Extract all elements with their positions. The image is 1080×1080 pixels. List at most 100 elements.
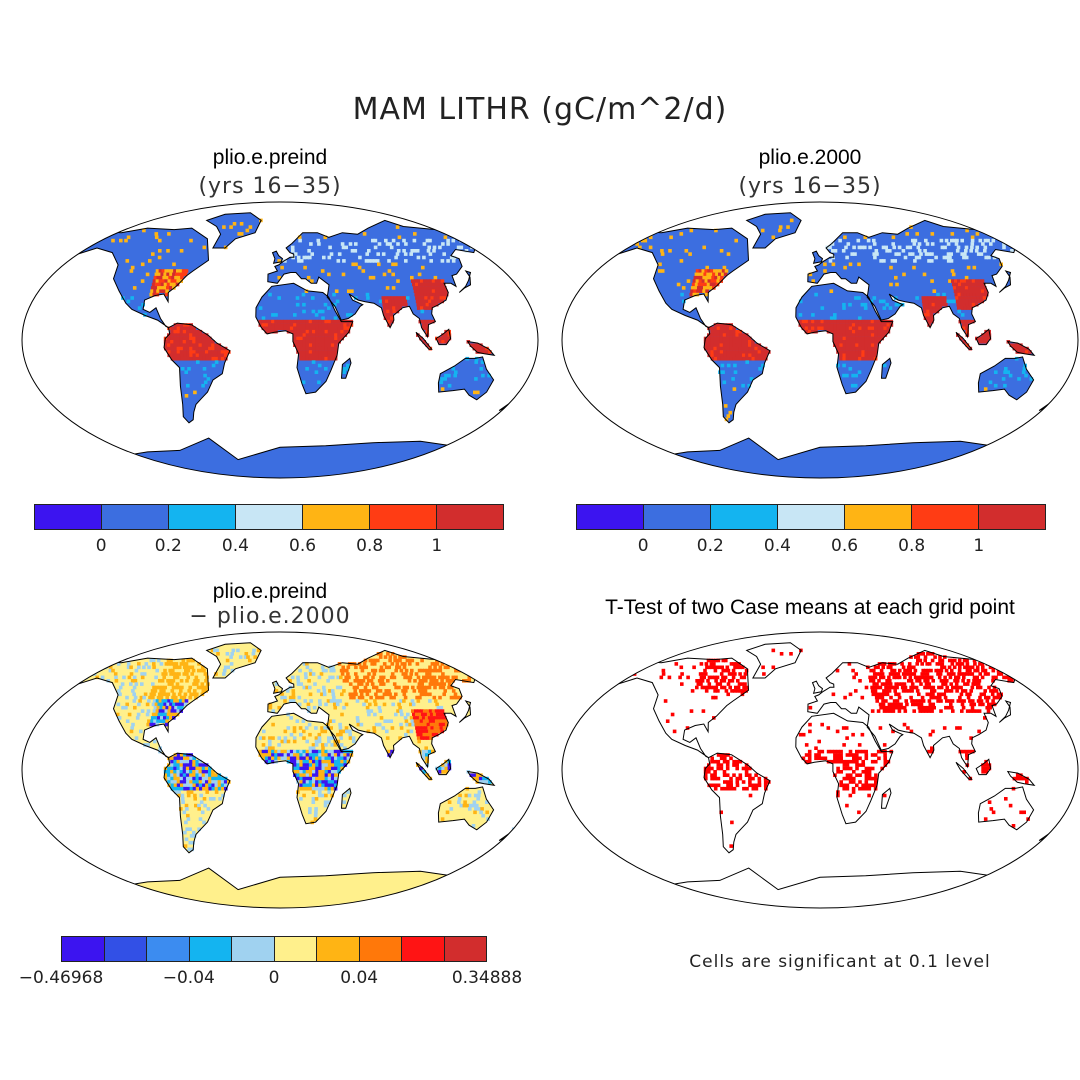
grid-cell xyxy=(211,343,215,347)
grid-cell xyxy=(222,672,226,676)
grid-cell xyxy=(152,665,156,670)
grid-cell xyxy=(488,350,492,354)
grid-cell xyxy=(390,319,394,324)
grid-cell xyxy=(283,326,288,331)
grid-cell xyxy=(745,356,749,361)
grid-cell xyxy=(719,336,724,341)
coastline-eurasia xyxy=(807,219,1031,339)
grid-cell xyxy=(201,346,206,351)
grid-cell xyxy=(971,319,975,324)
grid-cell xyxy=(170,682,174,686)
grid-cell xyxy=(147,719,151,723)
grid-cell xyxy=(445,679,450,683)
grid-cell xyxy=(960,702,965,707)
grid-cell xyxy=(968,776,973,781)
grid-cell xyxy=(804,323,809,327)
grid-cell xyxy=(726,363,731,368)
grid-cell xyxy=(444,289,448,293)
grid-cell xyxy=(733,363,737,368)
grid-cell xyxy=(330,770,335,774)
grid-cell xyxy=(479,367,484,371)
grid-cell xyxy=(360,695,365,700)
grid-cell xyxy=(164,776,168,781)
grid-cell xyxy=(748,783,752,788)
grid-cell xyxy=(964,286,969,290)
grid-cell xyxy=(327,336,332,341)
grid-cell xyxy=(437,299,441,304)
grid-cell xyxy=(968,346,973,351)
grid-cell xyxy=(839,353,843,358)
grid-cell xyxy=(883,333,888,337)
grid-cell xyxy=(267,756,272,761)
grid-cell xyxy=(192,343,196,347)
grid-cell xyxy=(380,695,385,700)
grid-cell xyxy=(867,323,872,327)
grid-cell xyxy=(311,319,316,324)
grid-cell xyxy=(312,705,317,710)
grid-cell xyxy=(422,692,426,697)
grid-cell xyxy=(293,749,297,754)
grid-cell xyxy=(170,333,174,337)
grid-cell xyxy=(984,766,989,771)
grid-cell xyxy=(940,665,944,670)
grid-cell xyxy=(142,665,146,670)
grid-cell xyxy=(896,702,900,707)
grid-cell xyxy=(835,729,840,734)
grid-cell xyxy=(942,692,947,697)
grid-cell xyxy=(239,222,244,226)
grid-cell xyxy=(444,340,449,344)
grid-cell xyxy=(312,759,316,764)
grid-cell xyxy=(383,719,387,723)
grid-cell xyxy=(873,665,878,670)
grid-cell xyxy=(171,668,175,673)
grid-cell xyxy=(761,363,765,368)
grid-cell xyxy=(296,766,300,771)
grid-cell xyxy=(807,753,812,757)
grid-cell xyxy=(734,238,738,243)
grid-cell xyxy=(850,252,854,256)
grid-cell xyxy=(1014,668,1019,673)
map-plio-e-preind xyxy=(21,201,539,479)
grid-cell xyxy=(893,259,897,263)
grid-cell xyxy=(710,346,714,351)
grid-cell xyxy=(963,282,968,287)
grid-cell xyxy=(719,672,724,676)
colorbar-tick-label: 0.8 xyxy=(898,536,926,556)
grid-cell xyxy=(186,776,190,781)
grid-cell xyxy=(167,662,171,666)
grid-cell xyxy=(355,685,359,690)
grid-cell xyxy=(286,753,291,757)
grid-cell xyxy=(924,668,928,673)
grid-cell xyxy=(443,675,448,680)
grid-cell xyxy=(643,238,648,243)
grid-cell xyxy=(807,749,812,754)
grid-cell xyxy=(318,783,322,788)
grid-cell xyxy=(712,272,716,277)
grid-cell xyxy=(956,302,960,307)
grid-cell xyxy=(867,770,872,774)
grid-cell xyxy=(786,225,790,229)
grid-cell xyxy=(180,275,184,280)
grid-cell xyxy=(858,763,862,767)
grid-cell xyxy=(836,766,840,771)
grid-cell xyxy=(716,753,721,757)
grid-cell xyxy=(441,672,445,676)
grid-cell xyxy=(874,759,878,764)
map-border xyxy=(561,201,1079,479)
grid-cell xyxy=(851,356,856,361)
coastline-newZealand xyxy=(1038,826,1062,841)
grid-cell xyxy=(296,773,300,777)
grid-cell xyxy=(441,282,446,287)
grid-cell xyxy=(729,786,734,791)
grid-cell xyxy=(1014,356,1019,361)
grid-cell xyxy=(880,329,884,334)
grid-cell xyxy=(181,800,185,804)
grid-cell xyxy=(372,729,377,734)
grid-cell xyxy=(964,275,969,280)
grid-cell xyxy=(435,722,440,727)
grid-cell xyxy=(299,356,303,361)
grid-cell xyxy=(417,668,422,673)
grid-cell xyxy=(887,702,892,707)
grid-cell xyxy=(704,672,708,676)
grid-cell xyxy=(888,705,892,710)
